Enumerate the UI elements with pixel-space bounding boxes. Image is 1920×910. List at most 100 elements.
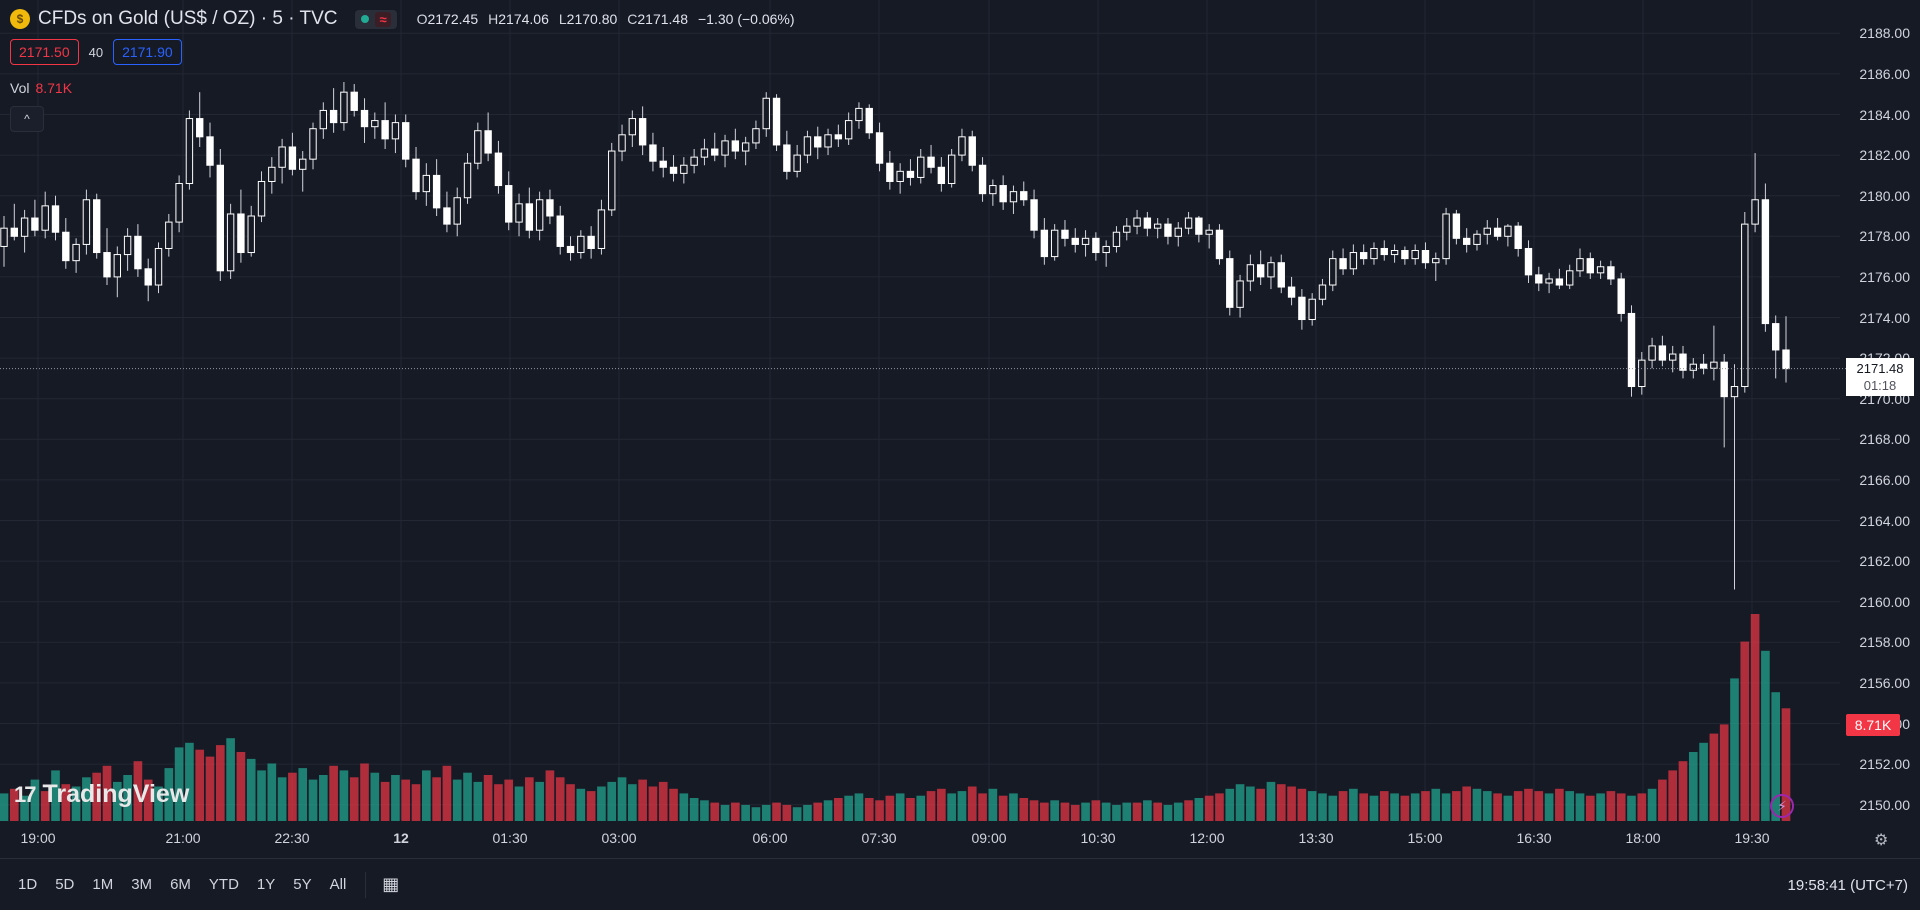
volume-bar-down bbox=[864, 798, 874, 821]
candle-up bbox=[1308, 298, 1316, 321]
lightning-icon[interactable]: ⚡ bbox=[1770, 794, 1794, 818]
candle-down bbox=[1555, 278, 1564, 286]
calendar-icon[interactable]: ▦ bbox=[382, 874, 400, 894]
candle-down bbox=[505, 185, 513, 223]
candle-down bbox=[134, 235, 142, 270]
candle-up bbox=[1751, 199, 1759, 225]
volume-bar-up bbox=[1390, 793, 1399, 821]
volume-bar-down bbox=[555, 777, 565, 821]
toolbar-divider bbox=[365, 871, 367, 898]
candle-up bbox=[1112, 231, 1121, 247]
volume-bar-up bbox=[679, 793, 689, 821]
data-delay-icon: ≈ bbox=[375, 11, 391, 27]
candle-down bbox=[1277, 262, 1285, 288]
range-button-1y[interactable]: 1Y bbox=[256, 876, 276, 893]
volume-bar-down bbox=[1452, 791, 1461, 821]
spread-value: 40 bbox=[88, 44, 104, 60]
candle-up bbox=[1370, 247, 1378, 260]
volume-bar-down bbox=[1132, 802, 1142, 821]
volume-bar-up bbox=[1101, 802, 1111, 821]
candle-down bbox=[566, 245, 575, 254]
range-button-5y[interactable]: 5Y bbox=[293, 876, 312, 893]
volume-bar-up bbox=[1688, 752, 1698, 821]
candle-down bbox=[546, 199, 554, 217]
candle-down bbox=[1380, 247, 1388, 256]
volume-bar-down bbox=[1184, 800, 1193, 821]
volume-bar-down bbox=[9, 788, 19, 821]
candle-up bbox=[721, 140, 729, 156]
volume-bar-up bbox=[82, 777, 91, 821]
clock-timezone[interactable]: 19:58:41 (UTC+7) bbox=[1787, 877, 1908, 894]
volume-bar-up bbox=[71, 786, 81, 821]
range-button-1d[interactable]: 1D bbox=[18, 876, 38, 893]
volume-bar-down bbox=[1740, 641, 1750, 821]
candle-up bbox=[1081, 237, 1090, 245]
candle-down bbox=[1287, 286, 1296, 298]
price-tick-label: 2168.00 bbox=[1859, 431, 1910, 448]
candle-down bbox=[587, 235, 595, 249]
candle-up bbox=[1710, 361, 1718, 369]
candle-down bbox=[288, 146, 297, 170]
volume-bar-up bbox=[1575, 793, 1585, 821]
volume-bar-up bbox=[123, 775, 132, 821]
candle-down bbox=[93, 199, 101, 254]
range-button-6m[interactable]: 6M bbox=[170, 876, 191, 893]
range-button-3m[interactable]: 3M bbox=[131, 876, 153, 893]
volume-bar-up bbox=[1328, 795, 1338, 821]
symbol-title[interactable]: CFDs on Gold (US$ / OZ) · 5 · TVC bbox=[38, 8, 338, 29]
volume-bar-up bbox=[895, 793, 905, 821]
candle-up bbox=[1504, 225, 1512, 237]
volume-bar-down bbox=[525, 777, 534, 821]
candle-down bbox=[1699, 363, 1708, 369]
range-button-all[interactable]: All bbox=[329, 876, 347, 893]
volume-bar-up bbox=[0, 793, 9, 821]
time-tick-label: 03:00 bbox=[601, 830, 637, 846]
volume-bar-up bbox=[617, 777, 627, 821]
range-button-5d[interactable]: 5D bbox=[55, 876, 75, 893]
volume-bar-down bbox=[1709, 733, 1719, 821]
volume-bar-up bbox=[112, 781, 122, 821]
candle-down bbox=[1030, 199, 1038, 231]
candle-down bbox=[1772, 323, 1780, 351]
volume-bar-down bbox=[1276, 784, 1286, 821]
candle-up bbox=[20, 217, 29, 237]
sell-button[interactable]: 2171.50 bbox=[10, 39, 79, 65]
candle-up bbox=[463, 162, 472, 199]
candle-down bbox=[1586, 258, 1594, 274]
candle-down bbox=[968, 136, 976, 166]
volume-bar-up bbox=[1565, 791, 1575, 821]
candle-down bbox=[1493, 227, 1502, 237]
candle-down bbox=[875, 132, 884, 164]
candle-down bbox=[443, 207, 451, 225]
range-button-1m[interactable]: 1M bbox=[92, 876, 114, 893]
candle-up bbox=[165, 221, 173, 249]
candle-up bbox=[113, 254, 121, 278]
candle-down bbox=[1164, 223, 1172, 237]
candle-down bbox=[51, 205, 60, 233]
volume-bar-up bbox=[308, 779, 318, 821]
volume-bar-up bbox=[1225, 788, 1235, 821]
settings-icon[interactable]: ⚙ bbox=[1874, 832, 1889, 849]
volume-bar-up bbox=[1009, 793, 1018, 821]
volume-bar-down bbox=[772, 802, 781, 821]
volume-bar-down bbox=[967, 786, 977, 821]
candle-down bbox=[1452, 213, 1461, 239]
volume-bar-down bbox=[658, 781, 668, 821]
volume-bar-up bbox=[761, 804, 771, 821]
tradingview-watermark[interactable]: 17 TradingView bbox=[14, 780, 189, 809]
price-tick-label: 2162.00 bbox=[1859, 553, 1910, 570]
candle-up bbox=[958, 136, 966, 156]
volume-bar-up bbox=[689, 798, 699, 821]
candle-up bbox=[371, 120, 379, 128]
volume-bar-up bbox=[20, 795, 29, 821]
collapse-legend-button[interactable]: ^ bbox=[10, 106, 44, 132]
buy-button[interactable]: 2171.90 bbox=[113, 39, 182, 65]
candle-up bbox=[1050, 229, 1059, 258]
volume-bar-down bbox=[1750, 614, 1760, 821]
market-status-pill[interactable]: ≈ bbox=[355, 9, 397, 29]
candle-down bbox=[1215, 229, 1224, 260]
time-tick-label: 13:30 bbox=[1298, 830, 1334, 846]
range-button-ytd[interactable]: YTD bbox=[208, 876, 239, 893]
candle-down bbox=[669, 166, 678, 174]
